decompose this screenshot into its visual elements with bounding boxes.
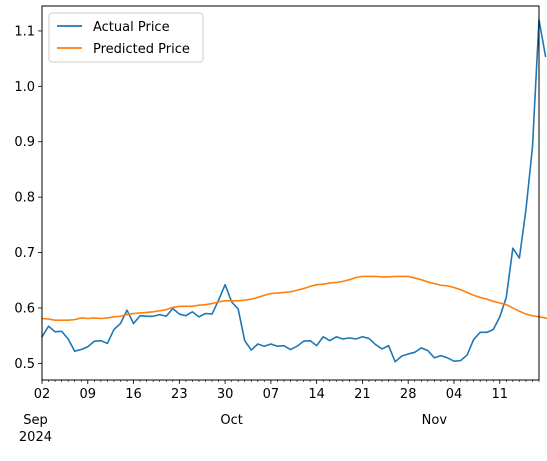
x-tick-label: 11	[491, 387, 508, 402]
x-month-label: Sep	[23, 413, 48, 428]
legend-label-predicted-price: Predicted Price	[93, 42, 190, 57]
axis-layer: 02 09 16 23 30 07 14 21 28 04 11 Sep Oct Nov 2024 0.5 0.…	[14, 24, 540, 445]
y-tick-label: 0.9	[14, 135, 35, 150]
x-tick-label: 28	[400, 387, 417, 402]
x-tick-label: 07	[263, 387, 280, 402]
series-line-actual-price	[41, 19, 547, 363]
y-tick-label: 0.7	[14, 246, 35, 261]
x-tick-label: 14	[308, 387, 325, 402]
legend-label-actual-price: Actual Price	[93, 20, 170, 35]
y-tick-label: 0.5	[14, 357, 35, 372]
x-month-label: Oct	[220, 413, 242, 428]
plot-frame	[41, 5, 540, 381]
x-tick-label: 16	[125, 387, 142, 402]
x-year-label: 2024	[19, 430, 52, 445]
x-tick-label: 09	[80, 387, 97, 402]
series-line-predicted-price	[41, 275, 547, 321]
y-tick-label: 0.6	[14, 301, 35, 316]
x-tick-label: 21	[354, 387, 371, 402]
x-month-label: Nov	[422, 413, 448, 428]
legend: Actual Price Predicted Price	[48, 12, 204, 63]
legend-box	[48, 12, 204, 63]
y-tick-label: 1.1	[14, 24, 35, 39]
x-tick-label: 02	[34, 387, 51, 402]
series-layer	[41, 19, 547, 363]
x-tick-label: 23	[171, 387, 188, 402]
y-tick-label: 0.8	[14, 191, 35, 206]
x-tick-label: 04	[446, 387, 463, 402]
y-tick-label: 1.0	[14, 80, 35, 95]
plot-background	[42, 6, 539, 380]
x-tick-label: 30	[217, 387, 234, 402]
